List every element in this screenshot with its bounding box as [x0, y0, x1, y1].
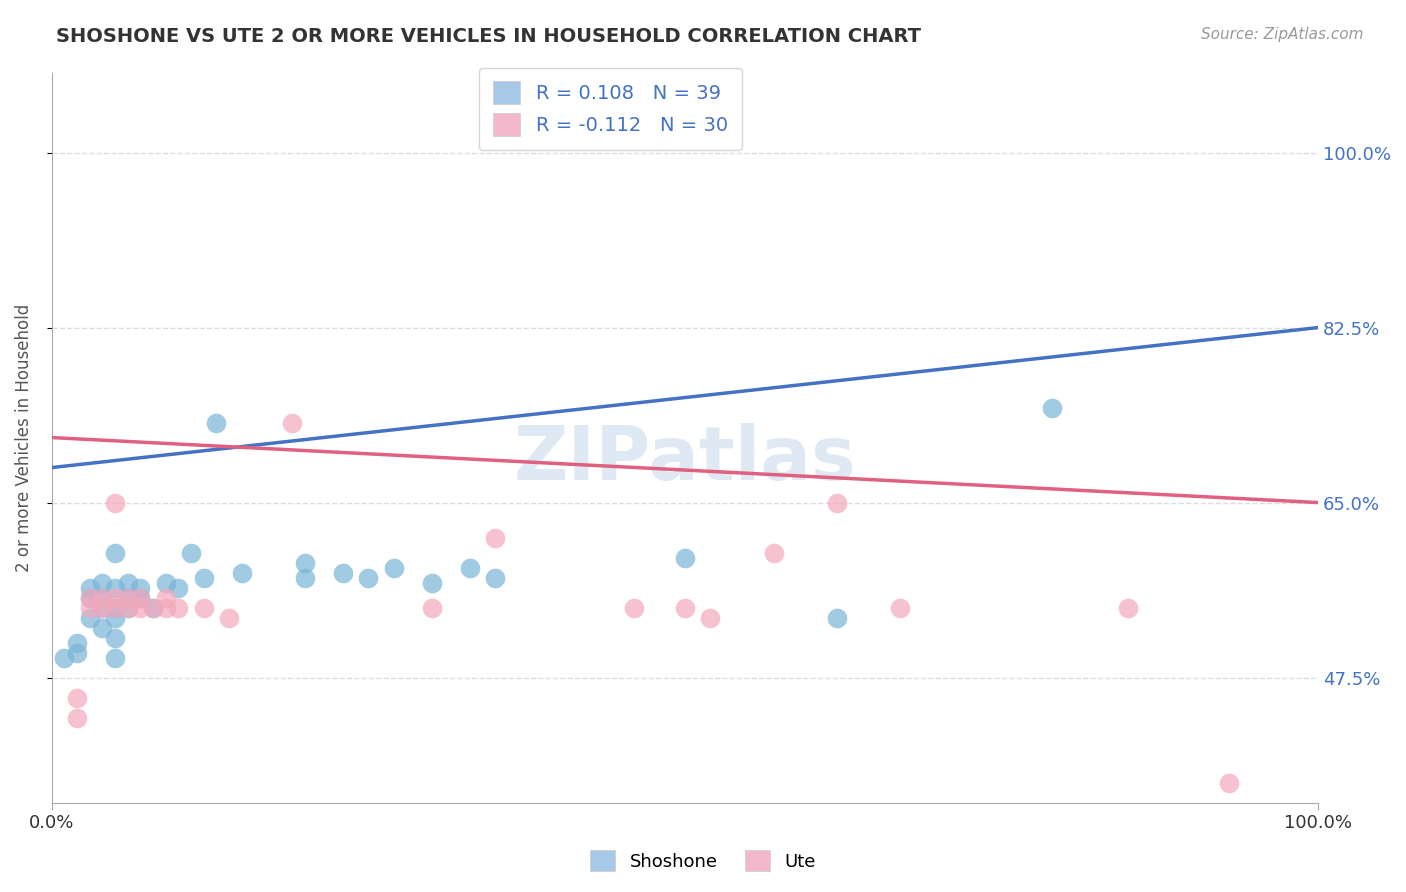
Point	[66, 646, 89, 660]
Point	[193, 571, 215, 585]
Point	[129, 591, 152, 605]
Point	[142, 600, 165, 615]
Point	[167, 600, 190, 615]
Point	[484, 571, 506, 585]
Point	[79, 581, 101, 595]
Point	[825, 495, 848, 509]
Point	[104, 545, 127, 559]
Point	[79, 600, 101, 615]
Point	[420, 600, 443, 615]
Point	[129, 591, 152, 605]
Point	[66, 635, 89, 649]
Point	[79, 591, 101, 605]
Point	[53, 650, 76, 665]
Point	[180, 545, 202, 559]
Point	[332, 566, 354, 580]
Point	[294, 571, 316, 585]
Point	[104, 631, 127, 645]
Point	[104, 610, 127, 624]
Y-axis label: 2 or more Vehicles in Household: 2 or more Vehicles in Household	[15, 303, 32, 572]
Point	[218, 610, 240, 624]
Point	[167, 581, 190, 595]
Text: Source: ZipAtlas.com: Source: ZipAtlas.com	[1201, 27, 1364, 42]
Point	[104, 495, 127, 509]
Point	[117, 600, 139, 615]
Point	[458, 560, 481, 574]
Point	[623, 600, 645, 615]
Point	[420, 575, 443, 590]
Point	[104, 600, 127, 615]
Point	[281, 416, 304, 430]
Legend: Shoshone, Ute: Shoshone, Ute	[583, 843, 823, 879]
Point	[382, 560, 405, 574]
Point	[91, 591, 114, 605]
Point	[117, 591, 139, 605]
Point	[129, 581, 152, 595]
Point	[484, 531, 506, 545]
Point	[155, 575, 177, 590]
Point	[889, 600, 911, 615]
Point	[104, 650, 127, 665]
Point	[91, 621, 114, 635]
Point	[825, 610, 848, 624]
Point	[117, 591, 139, 605]
Point	[673, 600, 696, 615]
Point	[357, 571, 380, 585]
Point	[91, 575, 114, 590]
Point	[231, 566, 253, 580]
Text: SHOSHONE VS UTE 2 OR MORE VEHICLES IN HOUSEHOLD CORRELATION CHART: SHOSHONE VS UTE 2 OR MORE VEHICLES IN HO…	[56, 27, 921, 45]
Point	[117, 600, 139, 615]
Point	[91, 591, 114, 605]
Point	[142, 600, 165, 615]
Point	[673, 550, 696, 565]
Point	[155, 600, 177, 615]
Point	[1218, 775, 1240, 789]
Point	[155, 591, 177, 605]
Point	[104, 581, 127, 595]
Point	[104, 600, 127, 615]
Point	[205, 416, 228, 430]
Legend: R = 0.108   N = 39, R = -0.112   N = 30: R = 0.108 N = 39, R = -0.112 N = 30	[479, 68, 741, 150]
Point	[79, 610, 101, 624]
Point	[1116, 600, 1139, 615]
Point	[104, 591, 127, 605]
Point	[91, 600, 114, 615]
Point	[66, 690, 89, 705]
Point	[294, 556, 316, 570]
Text: ZIPatlas: ZIPatlas	[513, 423, 856, 496]
Point	[66, 710, 89, 724]
Point	[91, 600, 114, 615]
Point	[129, 600, 152, 615]
Point	[762, 545, 785, 559]
Point	[699, 610, 721, 624]
Point	[117, 575, 139, 590]
Point	[79, 591, 101, 605]
Point	[193, 600, 215, 615]
Point	[1040, 401, 1063, 415]
